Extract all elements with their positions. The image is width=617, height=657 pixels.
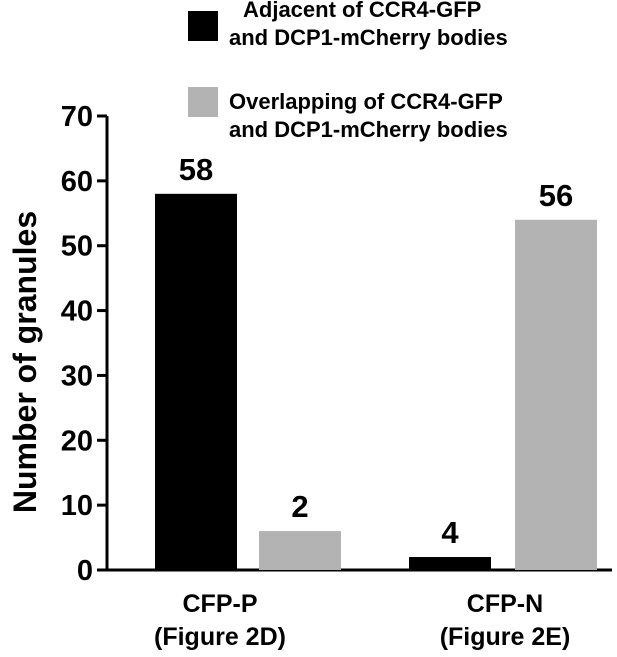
legend-label: Adjacent of CCR4-GFP bbox=[243, 0, 481, 22]
legend-label: and DCP1-mCherry bodies bbox=[229, 117, 508, 142]
y-tick-label: 30 bbox=[61, 360, 93, 392]
legend-label: and DCP1-mCherry bodies bbox=[229, 25, 508, 50]
legend-label: Overlapping of CCR4-GFP bbox=[229, 89, 503, 114]
category-label: (Figure 2D) bbox=[154, 623, 286, 651]
data-label: 2 bbox=[291, 489, 308, 524]
data-label: 4 bbox=[441, 515, 459, 550]
plot-area: 0 10 20 30 40 50 60 70 58 4 2 56 CFP-P (Figure 2D) CFP… bbox=[61, 101, 612, 651]
legend-swatch bbox=[188, 11, 218, 41]
bar-adjacent-1 bbox=[409, 557, 491, 570]
data-label: 56 bbox=[539, 178, 573, 213]
y-tick-label: 10 bbox=[61, 490, 93, 522]
y-axis-title: Number of granules bbox=[7, 211, 43, 513]
y-tick-label: 40 bbox=[61, 296, 93, 328]
y-tick-label: 50 bbox=[61, 231, 93, 263]
y-tick-label: 70 bbox=[61, 101, 93, 133]
category-label: CFP-N bbox=[467, 590, 543, 618]
y-tick-label: 0 bbox=[77, 555, 93, 587]
legend: Adjacent of CCR4-GFP and DCP1-mCherry bod… bbox=[188, 0, 508, 142]
bar-adjacent-0 bbox=[155, 193, 237, 571]
category-label: CFP-P bbox=[183, 590, 258, 618]
y-tick-label: 20 bbox=[61, 425, 93, 457]
category-label: (Figure 2E) bbox=[440, 623, 571, 651]
y-tick-label: 60 bbox=[61, 166, 93, 198]
data-label: 58 bbox=[179, 152, 213, 187]
legend-swatch bbox=[188, 87, 218, 117]
bar-overlapping-1 bbox=[515, 219, 597, 570]
bar-overlapping-0 bbox=[259, 531, 341, 570]
